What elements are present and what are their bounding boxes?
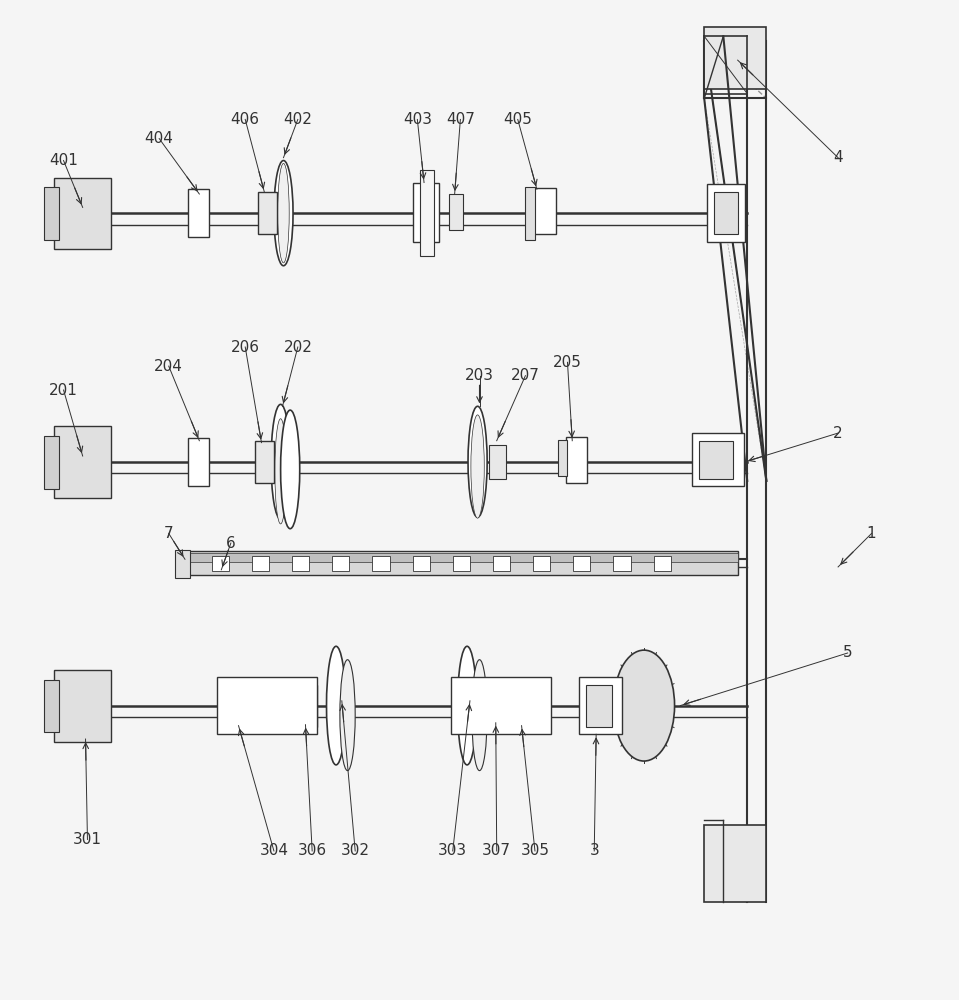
Bar: [713, 192, 737, 234]
Bar: [558, 440, 568, 476]
Bar: [298, 685, 316, 727]
Bar: [217, 677, 316, 734]
Text: 201: 201: [49, 383, 78, 398]
Bar: [533, 556, 550, 571]
Bar: [54, 670, 111, 742]
Bar: [579, 677, 622, 734]
Bar: [614, 556, 631, 571]
Bar: [258, 192, 277, 234]
Ellipse shape: [472, 660, 487, 771]
Text: 405: 405: [503, 112, 532, 127]
Text: 4: 4: [833, 150, 843, 165]
Bar: [532, 188, 556, 234]
Ellipse shape: [274, 161, 293, 266]
Ellipse shape: [468, 406, 487, 517]
Bar: [566, 437, 587, 483]
Bar: [252, 556, 269, 571]
Text: 203: 203: [465, 368, 494, 383]
Text: 407: 407: [446, 112, 475, 127]
Bar: [489, 445, 506, 479]
Bar: [188, 438, 209, 486]
Bar: [653, 556, 670, 571]
Ellipse shape: [614, 650, 674, 761]
Bar: [489, 686, 506, 723]
Text: 207: 207: [511, 368, 540, 383]
Ellipse shape: [271, 404, 291, 519]
Ellipse shape: [471, 415, 484, 518]
Bar: [183, 553, 737, 562]
Text: 2: 2: [833, 426, 843, 441]
Bar: [44, 436, 58, 489]
Text: 3: 3: [590, 843, 599, 858]
Text: 403: 403: [403, 112, 432, 127]
Bar: [54, 178, 111, 249]
Text: 206: 206: [231, 340, 260, 355]
Bar: [691, 433, 744, 486]
Bar: [699, 441, 733, 479]
Text: 1: 1: [867, 526, 877, 541]
Bar: [420, 170, 433, 256]
Text: 305: 305: [521, 843, 550, 858]
Text: 307: 307: [482, 843, 511, 858]
Text: 6: 6: [226, 536, 236, 551]
Text: 304: 304: [260, 843, 289, 858]
Bar: [44, 680, 58, 732]
Bar: [188, 189, 209, 237]
Text: 204: 204: [154, 359, 183, 374]
Ellipse shape: [278, 163, 290, 263]
Bar: [44, 187, 58, 240]
Ellipse shape: [339, 660, 355, 771]
Text: 7: 7: [164, 526, 174, 541]
Bar: [372, 556, 389, 571]
Bar: [449, 194, 463, 230]
Bar: [526, 187, 535, 240]
Text: 302: 302: [340, 843, 369, 858]
Bar: [704, 825, 766, 902]
Bar: [255, 441, 274, 483]
Bar: [175, 550, 190, 578]
Text: 406: 406: [231, 112, 260, 127]
Bar: [231, 685, 250, 727]
Bar: [183, 551, 737, 575]
Bar: [412, 183, 439, 242]
Bar: [54, 426, 111, 498]
Text: 402: 402: [283, 112, 313, 127]
Text: 202: 202: [283, 340, 313, 355]
Text: 205: 205: [553, 355, 582, 370]
Bar: [707, 184, 745, 242]
Bar: [453, 556, 470, 571]
Bar: [332, 556, 349, 571]
Bar: [451, 677, 551, 734]
Bar: [212, 556, 229, 571]
Text: 301: 301: [73, 832, 102, 847]
Text: 401: 401: [49, 153, 78, 168]
Ellipse shape: [326, 646, 345, 765]
Bar: [412, 556, 430, 571]
Bar: [510, 681, 531, 727]
Bar: [704, 27, 766, 89]
Text: 303: 303: [438, 843, 467, 858]
Ellipse shape: [281, 410, 300, 529]
Bar: [292, 556, 310, 571]
Text: 5: 5: [843, 645, 853, 660]
Ellipse shape: [275, 419, 287, 524]
Bar: [493, 556, 510, 571]
Bar: [586, 685, 613, 727]
Ellipse shape: [457, 646, 477, 765]
Text: 306: 306: [297, 843, 327, 858]
Bar: [573, 556, 591, 571]
Text: 404: 404: [145, 131, 174, 146]
